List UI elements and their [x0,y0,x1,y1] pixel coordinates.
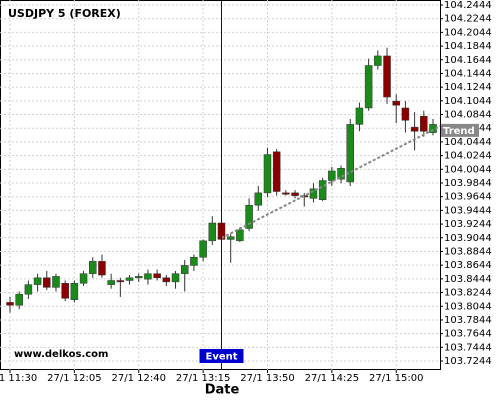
candle-body [199,240,207,258]
y-tick-label: 103.9044 [444,233,492,244]
chart-title: USDJPY 5 (FOREX) [8,7,121,20]
y-tick-label: 104.1444 [444,68,492,79]
candle-body [33,277,42,285]
candle-body [355,107,364,125]
y-tick-label: 104.1644 [444,55,492,66]
candle-body [61,283,69,299]
y-tick-label: 104.0844 [444,110,492,121]
y-tick-label: 103.7844 [444,315,492,326]
candle-body [89,261,97,274]
candle-body [107,280,115,285]
y-tick-label: 104.2444 [444,0,492,11]
candle-body [245,204,253,229]
candle-body [309,188,318,199]
candle-body [162,277,171,283]
plot-area [0,0,441,370]
candle-body [328,170,336,181]
candle-body [116,280,125,283]
candle-body [272,151,281,192]
y-tick-label: 103.8044 [444,301,492,312]
candle-body [236,229,244,242]
candle-body [52,276,60,288]
candle-body [171,273,180,283]
candle-body [15,293,23,306]
event-label: Event [205,352,237,363]
y-tick-label: 103.9444 [444,205,492,216]
candle-body [263,154,272,194]
y-tick-label: 104.2044 [444,27,492,38]
candle-body [43,277,51,288]
candle-body [392,100,400,106]
candle-body [364,65,373,109]
candle-body [383,55,391,98]
candle-body [125,277,134,281]
candle-body [144,273,152,280]
y-tick-label: 104.0244 [444,151,492,162]
candle-body [153,273,161,279]
y-tick-label: 103.8844 [444,246,492,257]
candle-body [291,192,299,196]
y-tick-label: 103.8444 [444,274,492,285]
candle-body [401,107,410,121]
y-tick-label: 104.2244 [444,14,492,25]
y-tick-label: 103.7644 [444,329,492,340]
trend-label-box [441,123,479,137]
x-tick-label: 27/1 15:00 [369,373,423,384]
y-tick-label: 104.1844 [444,41,492,52]
x-tick-label: 27/1 12:40 [112,373,166,384]
candle-body [420,115,428,132]
candle-body [134,276,143,279]
y-tick-label: 103.7444 [444,342,492,353]
y-tick-label: 103.8644 [444,260,492,271]
candle-body [98,261,106,276]
candle-body [190,256,198,266]
candle-body [337,167,345,180]
candle-body [254,192,263,206]
y-tick-label: 104.0444 [444,137,492,148]
y-tick-label: 104.0044 [444,164,492,175]
candle-body [226,236,235,240]
candle-body [180,265,189,274]
candle-body [79,273,88,284]
candle-body [410,126,419,132]
event-label-box [199,349,244,363]
y-tick-label: 103.8244 [444,288,492,299]
candle-body [346,124,354,183]
candle-body [24,284,33,295]
candle-body [374,55,382,66]
x-tick-label: 27/1 12:05 [47,373,101,384]
trend-label: Trend [443,126,475,137]
y-tick-label: 103.9244 [444,219,492,230]
y-tick-label: 104.1244 [444,82,492,93]
x-axis-label: Date [205,383,240,398]
y-tick-label: 103.9844 [444,178,492,189]
candle-body [6,302,14,306]
candle-body [318,180,327,200]
candle-body [208,222,217,242]
trend-line [221,125,441,239]
candle-body [282,192,290,195]
x-tick-label: 27/1 11:30 [0,373,37,384]
candle-body [70,283,79,300]
x-tick-label: 27/1 14:25 [305,373,359,384]
y-tick-label: 103.7244 [444,356,492,367]
x-tick-label: 27/1 13:15 [176,373,230,384]
x-tick-label: 27/1 13:50 [240,373,294,384]
y-tick-label: 104.1044 [444,96,492,107]
y-tick-label: 103.9644 [444,192,492,203]
watermark: www.delkos.com [14,349,108,360]
